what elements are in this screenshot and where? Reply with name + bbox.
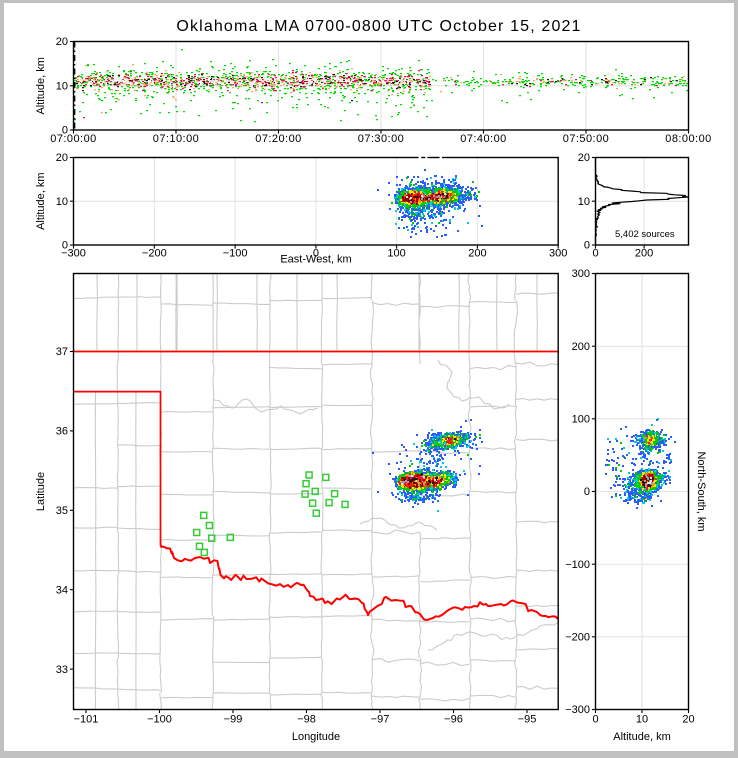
svg-text:10: 10 — [56, 81, 68, 93]
svg-text:10: 10 — [578, 196, 590, 208]
svg-text:33: 33 — [56, 664, 68, 676]
svg-text:300: 300 — [572, 268, 590, 280]
svg-text:08:00:00: 08:00:00 — [665, 133, 711, 145]
svg-text:Altitude, km: Altitude, km — [35, 172, 47, 229]
svg-text:07:50:00: 07:50:00 — [563, 133, 609, 145]
svg-text:100: 100 — [572, 414, 590, 426]
svg-text:−101: −101 — [74, 713, 99, 725]
svg-text:07:20:00: 07:20:00 — [255, 133, 301, 145]
svg-text:−100: −100 — [565, 559, 590, 571]
svg-text:−96: −96 — [444, 713, 463, 725]
svg-text:37: 37 — [56, 346, 68, 358]
svg-text:Altitude, km: Altitude, km — [35, 57, 47, 114]
svg-text:Longitude: Longitude — [292, 731, 340, 743]
svg-text:−300: −300 — [61, 248, 86, 260]
svg-text:0: 0 — [313, 248, 319, 260]
svg-text:0: 0 — [584, 486, 590, 498]
svg-text:−300: −300 — [565, 704, 590, 716]
svg-text:200: 200 — [635, 248, 653, 260]
svg-text:−99: −99 — [224, 713, 243, 725]
svg-text:Altitude, km: Altitude, km — [613, 731, 670, 743]
svg-text:200: 200 — [572, 341, 590, 353]
svg-text:−100: −100 — [223, 248, 248, 260]
svg-text:20: 20 — [682, 713, 694, 725]
svg-text:10: 10 — [56, 196, 68, 208]
svg-text:300: 300 — [549, 248, 567, 260]
svg-text:0: 0 — [584, 240, 590, 252]
svg-text:North-South, km: North-South, km — [695, 451, 707, 531]
svg-text:07:40:00: 07:40:00 — [460, 133, 506, 145]
svg-text:100: 100 — [387, 248, 405, 260]
svg-text:−98: −98 — [297, 713, 316, 725]
svg-text:20: 20 — [56, 36, 68, 48]
svg-text:07:10:00: 07:10:00 — [153, 133, 199, 145]
svg-text:−200: −200 — [142, 248, 167, 260]
svg-text:200: 200 — [468, 248, 486, 260]
svg-text:East-West, km: East-West, km — [280, 253, 351, 265]
svg-text:Oklahoma LMA 0700-0800 UTC Oct: Oklahoma LMA 0700-0800 UTC October 15, 2… — [176, 18, 581, 35]
svg-text:07:00:00: 07:00:00 — [50, 133, 96, 145]
svg-text:34: 34 — [56, 584, 68, 596]
svg-text:10: 10 — [636, 713, 648, 725]
svg-text:−95: −95 — [518, 713, 537, 725]
svg-text:0: 0 — [62, 240, 68, 252]
svg-text:20: 20 — [578, 152, 590, 164]
svg-text:20: 20 — [56, 152, 68, 164]
svg-text:0: 0 — [592, 713, 598, 725]
svg-text:−200: −200 — [565, 632, 590, 644]
svg-text:−100: −100 — [147, 713, 172, 725]
svg-text:35: 35 — [56, 505, 68, 517]
svg-text:−97: −97 — [371, 713, 390, 725]
svg-text:36: 36 — [56, 426, 68, 438]
svg-text:0: 0 — [592, 248, 598, 260]
svg-text:Latitude: Latitude — [35, 472, 47, 511]
svg-text:07:30:00: 07:30:00 — [358, 133, 404, 145]
svg-text:0: 0 — [62, 125, 68, 137]
svg-text:5,402 sources: 5,402 sources — [615, 229, 675, 240]
